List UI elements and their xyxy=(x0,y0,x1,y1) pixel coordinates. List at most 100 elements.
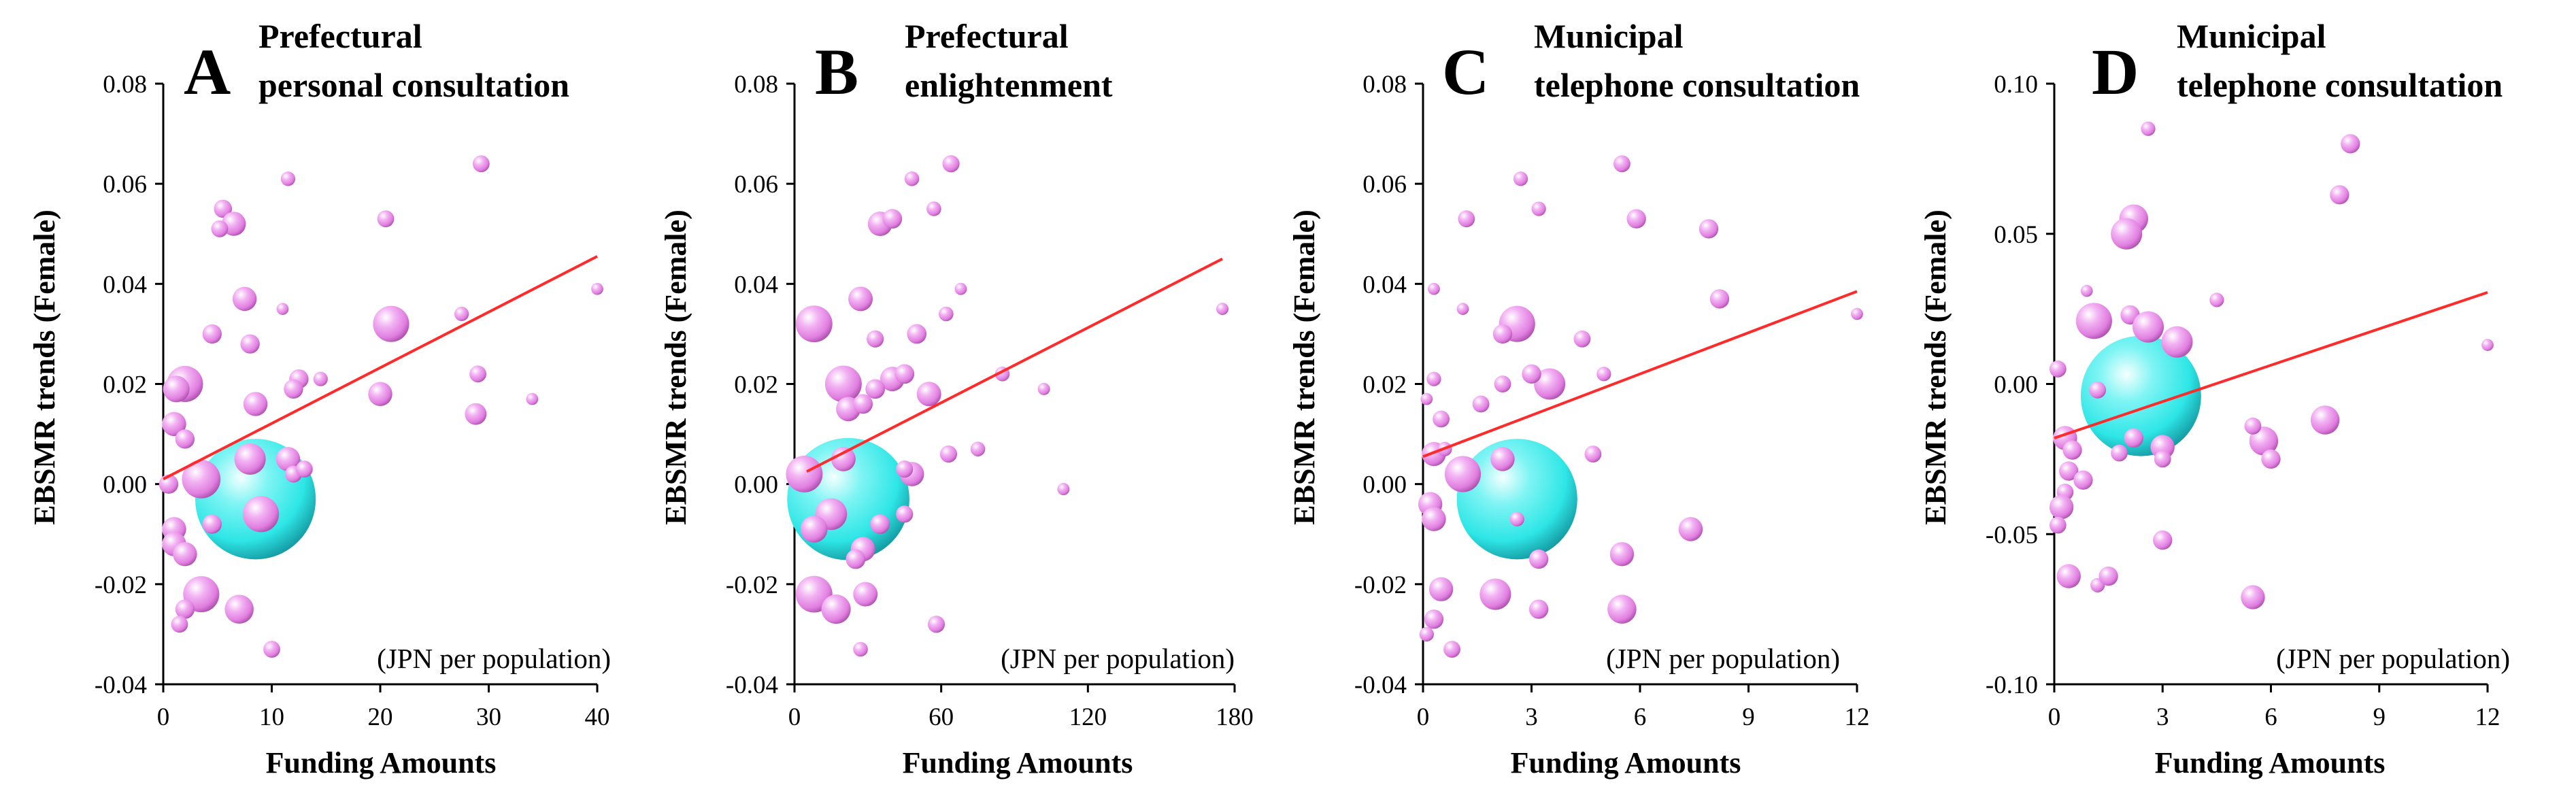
data-point xyxy=(1613,155,1630,173)
data-point xyxy=(2059,461,2079,481)
data-point xyxy=(916,382,941,407)
data-point xyxy=(1531,201,1546,216)
x-tick-label: 3 xyxy=(2156,703,2169,731)
x-tick-label: 9 xyxy=(2373,703,2386,731)
x-tick-label: 120 xyxy=(1069,703,1107,731)
data-point xyxy=(472,155,490,173)
y-tick-label: -0.10 xyxy=(1986,671,2038,699)
data-point xyxy=(234,443,266,475)
data-point xyxy=(939,306,954,322)
y-tick-label: 0.04 xyxy=(1362,271,1407,299)
data-point xyxy=(1428,282,1440,295)
panel-title-line1: Municipal xyxy=(1534,17,1684,55)
y-tick-label: -0.02 xyxy=(95,571,147,599)
data-point xyxy=(240,334,260,354)
data-point xyxy=(1596,367,1611,382)
data-point xyxy=(926,201,941,216)
data-point xyxy=(846,549,866,569)
data-point xyxy=(942,155,960,173)
data-point xyxy=(280,171,296,186)
x-tick-label: 0 xyxy=(788,703,801,731)
panel-letter: B xyxy=(815,35,858,108)
data-point xyxy=(2241,585,2265,609)
data-point xyxy=(2111,444,2128,462)
x-tick-label: 6 xyxy=(1634,703,1647,731)
data-point xyxy=(454,306,469,322)
y-tick-label: 0.02 xyxy=(1362,371,1407,399)
data-point xyxy=(163,375,190,403)
x-tick-label: 0 xyxy=(1417,703,1430,731)
data-point xyxy=(907,324,927,344)
data-point xyxy=(2481,339,2494,351)
data-point xyxy=(1479,578,1511,610)
data-point xyxy=(2310,405,2340,435)
data-point xyxy=(1851,307,1863,320)
data-point xyxy=(469,365,486,383)
data-point xyxy=(313,371,328,386)
data-point xyxy=(795,305,833,343)
data-point xyxy=(1699,219,1719,239)
data-point xyxy=(867,330,884,348)
panel-a: A Prefectural personal consultation EBSM… xyxy=(28,17,611,780)
data-point xyxy=(1458,210,1475,228)
data-point xyxy=(284,379,303,399)
panel-title-line2: enlightenment xyxy=(905,66,1113,104)
data-point xyxy=(2141,121,2156,136)
data-point xyxy=(1037,382,1050,395)
data-point xyxy=(800,516,828,543)
data-point xyxy=(275,447,301,471)
data-point xyxy=(173,541,197,567)
data-point xyxy=(232,286,257,312)
data-point xyxy=(2075,303,2112,339)
y-tick-label: 0.00 xyxy=(734,471,778,499)
data-point xyxy=(1509,512,1524,526)
data-point xyxy=(2073,470,2093,490)
data-point xyxy=(2261,449,2281,469)
data-point xyxy=(2062,440,2082,460)
data-point xyxy=(824,365,862,403)
data-point xyxy=(853,582,878,607)
data-point xyxy=(786,455,823,492)
data-point xyxy=(1422,507,1446,531)
y-tick-label: -0.05 xyxy=(1986,521,2038,549)
data-point xyxy=(2154,450,2171,468)
data-point xyxy=(1584,446,1602,463)
data-point xyxy=(2049,516,2067,534)
data-point xyxy=(1419,626,1434,642)
x-axis-label: Funding Amounts xyxy=(1511,746,1741,780)
y-tick-label: 0.08 xyxy=(734,71,778,99)
panel-d: D Municipal telephone consultation EBSMR… xyxy=(1919,17,2510,780)
data-point xyxy=(377,210,395,228)
data-point xyxy=(1522,364,1541,384)
y-axis-label: EBSMR trends (Female) xyxy=(659,210,692,525)
y-axis-label: EBSMR trends (Female) xyxy=(1288,210,1321,525)
data-point xyxy=(2124,428,2143,448)
data-point xyxy=(1528,549,1549,569)
y-tick-label: -0.04 xyxy=(1354,671,1407,699)
data-point xyxy=(2330,185,2349,205)
data-point xyxy=(1420,392,1433,405)
panel-c: C Municipal telephone consultation EBSMR… xyxy=(1288,17,1870,780)
data-point xyxy=(896,505,914,523)
data-point xyxy=(171,616,188,633)
data-point xyxy=(1528,599,1549,619)
y-tick-label: 0.08 xyxy=(103,71,147,99)
y-tick-label: -0.04 xyxy=(95,671,147,699)
data-point xyxy=(1490,447,1515,471)
y-tick-label: 0.06 xyxy=(734,171,778,199)
data-point xyxy=(1607,594,1637,624)
data-point xyxy=(1443,641,1460,658)
data-point xyxy=(175,599,195,619)
data-point xyxy=(1678,517,1703,541)
data-point xyxy=(821,594,851,624)
data-point xyxy=(2153,530,2173,550)
trend-line xyxy=(1422,290,1858,458)
data-point xyxy=(1456,303,1469,315)
data-point xyxy=(526,392,539,405)
x-tick-label: 180 xyxy=(1216,703,1254,731)
y-tick-label: 0.10 xyxy=(1994,71,2038,99)
x-tick-label: 12 xyxy=(2475,703,2500,731)
x-tick-label: 10 xyxy=(259,703,284,731)
data-point xyxy=(2080,284,2093,297)
